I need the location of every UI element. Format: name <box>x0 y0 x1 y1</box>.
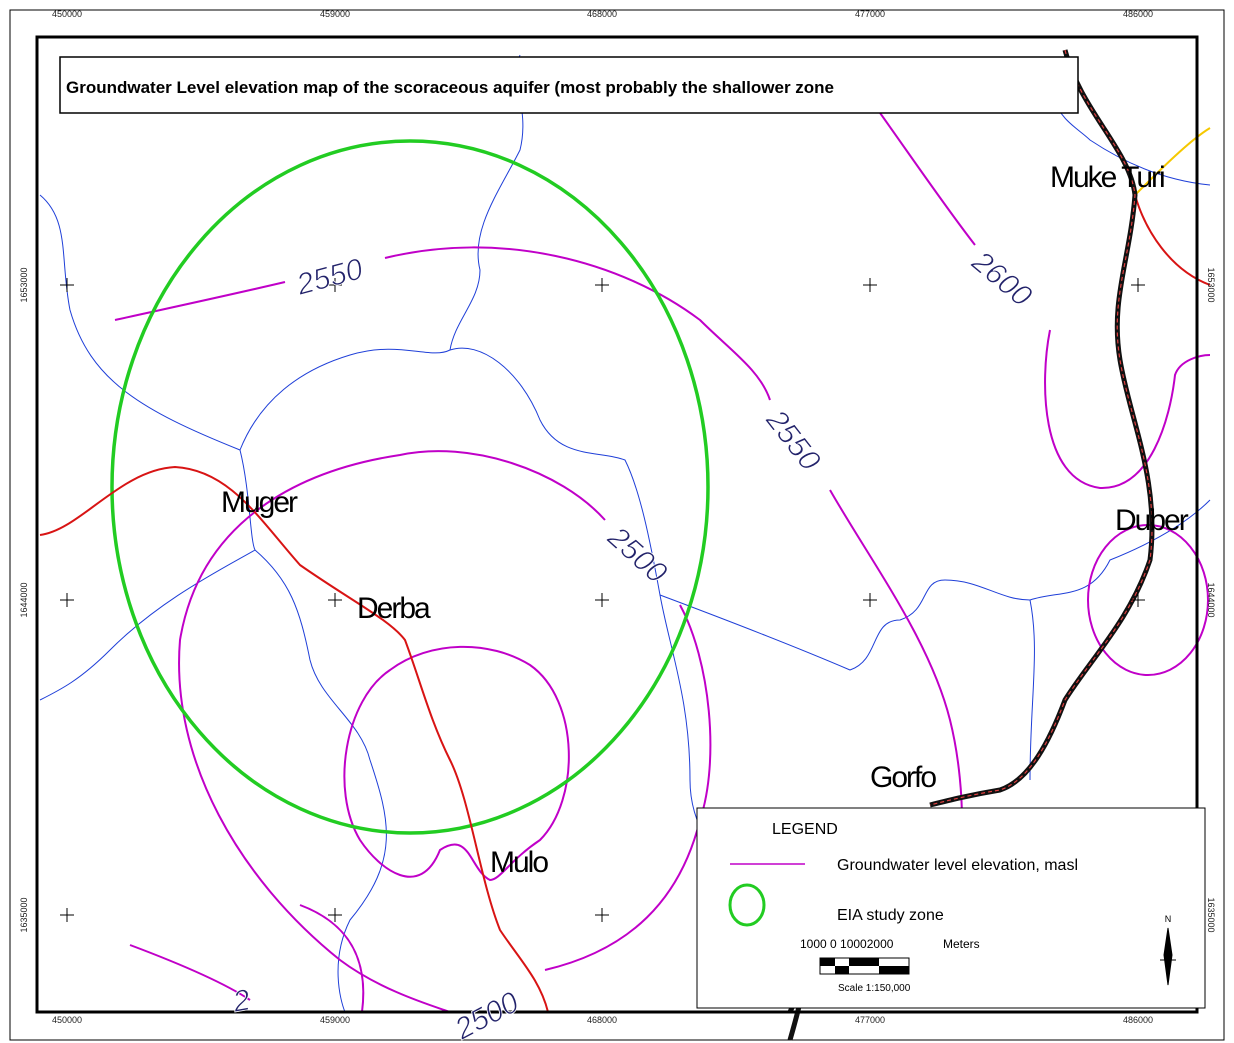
scale-bar-segment <box>820 958 835 966</box>
road-centre <box>929 49 1153 806</box>
scale-bar <box>819 957 910 975</box>
road <box>1134 127 1211 196</box>
legend-entry: Groundwater level elevation, masl <box>837 857 1078 874</box>
legend-title: LEGEND <box>772 821 838 838</box>
stream <box>1054 99 1211 186</box>
contour-label: 2 <box>230 983 253 1019</box>
coordinate-labels: 450000 459000 468000 477000 486000 45000… <box>19 9 1216 1025</box>
coord-label: 450000 <box>52 1015 82 1025</box>
contour-line <box>829 489 963 821</box>
contour-line <box>1087 524 1209 676</box>
coord-label: 486000 <box>1123 9 1153 19</box>
north-label: N <box>1165 914 1172 924</box>
coord-label: 1644000 <box>19 582 29 617</box>
legend-swatch <box>728 883 766 927</box>
coord-label: 468000 <box>587 9 617 19</box>
place-label: Gorfo <box>870 761 936 794</box>
study-zone <box>110 139 710 835</box>
scale-bar-segment <box>849 958 879 966</box>
contour-line <box>343 645 570 882</box>
contour-line <box>129 944 251 1001</box>
road <box>39 465 549 1013</box>
coord-label: 477000 <box>855 1015 885 1025</box>
stream <box>1029 599 1035 781</box>
coord-label: 1653000 <box>19 267 29 302</box>
title-box <box>59 56 1079 114</box>
coord-label: 1635000 <box>1206 897 1216 932</box>
contour-line <box>1044 329 1211 490</box>
scale-text: Scale 1:150,000 <box>838 983 911 994</box>
coord-label: 1653000 <box>1206 267 1216 302</box>
stream <box>39 449 256 701</box>
place-label: Mulo <box>490 846 548 879</box>
coord-label: 1644000 <box>1206 582 1216 617</box>
scale-text: 1000 0 10002000 <box>800 937 894 951</box>
legend: LEGEND Groundwater level elevation, masl… <box>696 807 1206 1009</box>
scale-text: Meters <box>943 937 980 951</box>
coord-label: 468000 <box>587 1015 617 1025</box>
place-label: Duber <box>1115 504 1189 537</box>
place-label: Derba <box>357 592 431 625</box>
scale-bar-segment <box>835 966 849 974</box>
north-arrow <box>1160 927 1176 986</box>
streams <box>39 54 1211 1013</box>
map-title: Groundwater Level elevation map of the s… <box>66 78 834 97</box>
map-frame <box>35 35 1199 1014</box>
legend-entry: EIA study zone <box>837 907 944 924</box>
coord-label: 486000 <box>1123 1015 1153 1025</box>
coord-label: 450000 <box>52 9 82 19</box>
stream <box>39 194 1211 671</box>
coord-label: 459000 <box>320 9 350 19</box>
contour-line <box>114 281 286 321</box>
place-label: Muger <box>221 486 298 519</box>
coord-label: 1635000 <box>19 897 29 932</box>
coord-label: 459000 <box>320 1015 350 1025</box>
scale-bar-segment <box>879 966 909 974</box>
stream <box>254 549 387 1013</box>
legend-box <box>696 807 1206 1009</box>
place-label: Muke Turi <box>1050 161 1164 194</box>
contour-line <box>178 450 606 1013</box>
coord-label: 477000 <box>855 9 885 19</box>
contour-line <box>299 904 365 1013</box>
